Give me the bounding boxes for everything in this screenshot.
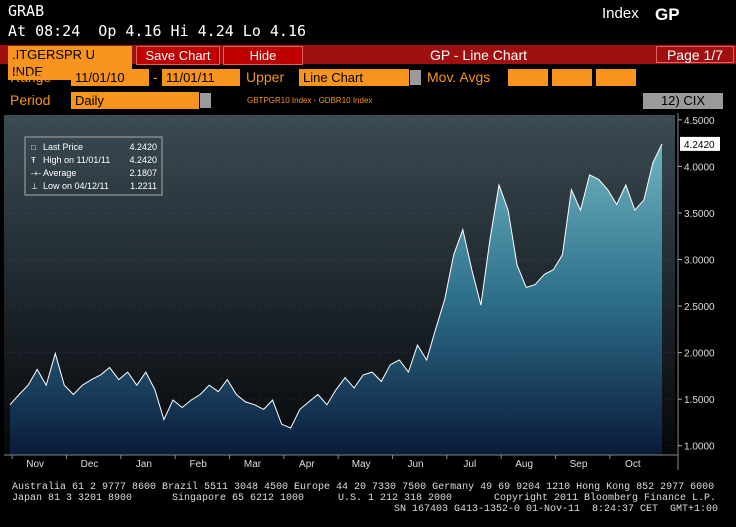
chart: 1.0000 1.5000 2.0000 2.5000 3.0000 3.5000 4.00…: [0, 113, 736, 470]
copyright: Copyright 2011 Bloomberg Finance L.P.: [494, 493, 717, 504]
x-tick-label: Feb: [190, 459, 208, 470]
x-tick-label: Dec: [81, 459, 99, 470]
legend-value: 4.2420: [129, 155, 157, 165]
cix-button[interactable]: 12) CIX: [643, 93, 723, 109]
legend-label: Last Price: [43, 142, 83, 152]
x-tick-label: Apr: [299, 459, 315, 470]
page-indicator[interactable]: Page 1/7: [656, 46, 734, 63]
legend-label: Average: [43, 168, 76, 178]
legend-box: [24, 136, 163, 196]
y-tick-label: 3.0000: [684, 256, 715, 267]
y-tick-label: 4.0000: [684, 162, 715, 173]
legend-value: 4.2420: [129, 142, 157, 152]
legend-symbol: □: [31, 143, 36, 152]
save-button[interactable]: Save Chart: [136, 46, 220, 65]
date-dash: -: [153, 69, 158, 85]
legend-symbol: Ŧ: [31, 156, 36, 165]
screen-title: GP - Line Chart: [430, 47, 528, 63]
footer-session: SN 167403 G413-1352-0 01-Nov-11 8:24:37 …: [394, 504, 719, 515]
hide-button[interactable]: Hide: [223, 46, 303, 65]
ticker: GRAB: [8, 2, 45, 20]
mov-avg-field[interactable]: [508, 69, 548, 86]
end-date[interactable]: 11/01/11: [162, 69, 240, 86]
upper-label: Upper: [246, 69, 285, 85]
function-code: GP: [655, 5, 680, 24]
last-price-label: 4.2420: [684, 140, 715, 151]
footer-contacts: Australia 61 2 9777 8600 Brazil 5511 304…: [12, 482, 715, 493]
x-tick-label: Aug: [515, 459, 533, 470]
index-label: Index: [602, 5, 639, 22]
x-tick-label: Oct: [625, 459, 641, 470]
period-label: Period: [10, 92, 51, 108]
x-tick-label: Nov: [26, 459, 44, 470]
footer-contacts: U.S. 1 212 318 2000: [338, 493, 453, 504]
mov-avg-field[interactable]: [596, 69, 636, 86]
x-tick-label: Jun: [407, 459, 423, 470]
last-price-tag: [680, 136, 720, 151]
period-field[interactable]: Daily: [71, 92, 199, 109]
area-fill: [10, 143, 662, 455]
securities-label: GBTPGR10 Index - GDBR10 Index: [247, 96, 373, 105]
x-tick-label: Mar: [244, 459, 262, 470]
y-tick-label: 1.5000: [684, 395, 715, 406]
footer-contacts: Singapore 65 6212 1000: [172, 493, 305, 504]
legend-symbol: ⊥: [31, 182, 38, 191]
legend-label: Low on 04/12/11: [43, 181, 109, 191]
x-tick-label: May: [352, 459, 371, 470]
mov-avgs-label: Mov. Avgs: [427, 69, 491, 85]
y-tick-label: 2.0000: [684, 349, 715, 360]
y-tick-label: 1.0000: [684, 442, 715, 453]
legend-symbol: -+-: [31, 169, 41, 178]
quote: At 08:24 Op 4.16 Hi 4.24 Lo 4.16: [8, 22, 307, 40]
legend-label: High on 11/01/11: [43, 155, 110, 165]
x-tick-label: Jul: [463, 459, 476, 470]
dropdown-arrow[interactable]: [410, 70, 421, 85]
range-label: Range: [10, 69, 52, 85]
mov-avg-field[interactable]: [552, 69, 592, 86]
start-date[interactable]: 11/01/10: [71, 69, 149, 86]
x-tick-label: Sep: [570, 459, 588, 470]
legend-value: 1.2211: [130, 181, 157, 191]
footer-contacts: Japan 81 3 3201 8900: [12, 493, 133, 504]
price-line: [9, 143, 663, 429]
y-tick-label: 2.5000: [684, 302, 715, 313]
y-tick-label: 3.5000: [684, 209, 715, 220]
x-tick-label: Jan: [136, 459, 152, 470]
chart-type[interactable]: Line Chart: [299, 69, 409, 86]
y-tick-label: 4.5000: [684, 116, 715, 127]
dropdown-arrow[interactable]: [200, 93, 211, 108]
legend-value: 2.1807: [129, 168, 157, 178]
